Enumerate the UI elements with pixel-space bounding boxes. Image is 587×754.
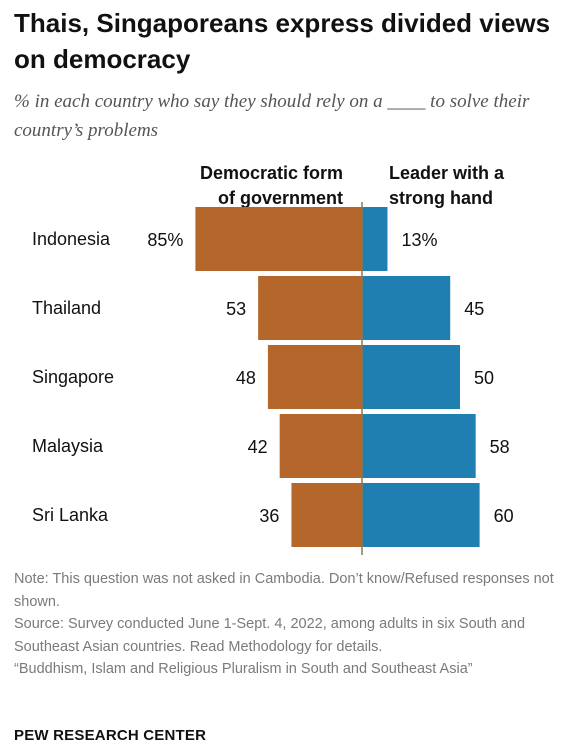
bar-strong-leader-sri-lanka <box>362 483 480 547</box>
value-label-strong-leader: 60 <box>494 506 514 526</box>
chart: Democratic form of government Leader with … <box>0 150 587 560</box>
category-label: Malaysia <box>32 436 104 456</box>
legend-strong-leader-line-2: strong hand <box>389 188 493 208</box>
category-label: Indonesia <box>32 229 111 249</box>
diverging-bar-chart: Democratic form of government Leader with … <box>32 163 514 555</box>
chart-subtitle: % in each country who say they should re… <box>14 91 530 141</box>
category-label: Sri Lanka <box>32 505 109 525</box>
bar-democratic-singapore <box>267 345 362 409</box>
bar-strong-leader-indonesia <box>362 207 388 271</box>
value-label-strong-leader: 50 <box>474 368 494 388</box>
source-text: Source: Survey conducted June 1-Sept. 4,… <box>14 616 526 655</box>
bar-democratic-sri-lanka <box>291 483 362 547</box>
bar-strong-leader-thailand <box>362 276 451 340</box>
report-title: “Buddhism, Islam and Religious Pluralism… <box>14 661 473 677</box>
value-label-strong-leader: 13% <box>401 230 437 250</box>
bar-strong-leader-singapore <box>362 345 460 409</box>
bar-strong-leader-malaysia <box>362 414 476 478</box>
brand-logo-text: PEW RESEARCH CENTER <box>14 727 207 744</box>
value-label-democratic: 48 <box>236 368 256 388</box>
value-label-strong-leader: 45 <box>464 299 484 319</box>
value-label-democratic: 36 <box>259 506 279 526</box>
note-text: Note: This question was not asked in Cam… <box>14 571 554 610</box>
bar-democratic-thailand <box>258 276 362 340</box>
value-label-democratic: 85% <box>147 230 183 250</box>
chart-title: Thais, Singaporeans express divided view… <box>14 8 551 74</box>
bar-democratic-malaysia <box>279 414 362 478</box>
bar-democratic-indonesia <box>195 207 362 271</box>
legend-democratic-line-1: Democratic form <box>200 163 343 183</box>
value-label-strong-leader: 58 <box>490 437 510 457</box>
value-label-democratic: 42 <box>248 437 268 457</box>
legend-democratic-line-2: of government <box>218 188 343 208</box>
value-label-democratic: 53 <box>226 299 246 319</box>
chart-notes: Note: This question was not asked in Cam… <box>14 568 579 681</box>
category-label: Thailand <box>32 298 101 318</box>
legend-strong-leader-line-1: Leader with a <box>389 163 505 183</box>
category-label: Singapore <box>32 367 114 387</box>
